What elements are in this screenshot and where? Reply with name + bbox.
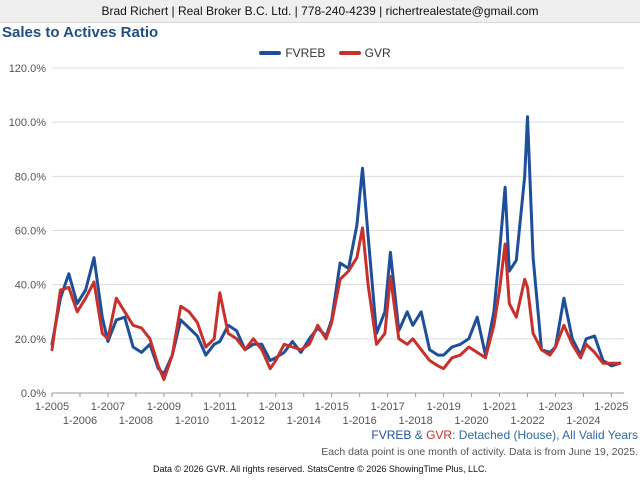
x-tick-label: 1-2011 [203,401,236,413]
y-tick-label: 80.0% [15,171,46,183]
x-tick-label: 1-2005 [35,401,69,413]
legend-label-fvreb: FVREB [285,45,326,60]
subtitle-fvreb: FVREB [371,428,412,442]
subtitle-amp: & [411,428,427,442]
copyright-footer: Data © 2026 GVR. All rights reserved. St… [152,464,488,474]
x-tick-label: 1-2013 [259,401,293,413]
x-tick-label: 1-2006 [63,415,97,427]
x-tick-label: 1-2009 [147,401,181,413]
x-tick-label: 1-2021 [482,401,516,413]
x-tick-label: 1-2025 [594,401,628,413]
y-tick-label: 20.0% [15,334,46,346]
x-tick-label: 1-2020 [454,415,488,427]
x-tick-label: 1-2019 [426,401,460,413]
x-tick-label: 1-2010 [175,415,209,427]
data-note: Each data point is one month of activity… [321,446,638,458]
x-tick-label: 1-2024 [566,415,600,427]
subtitle-rest: : Detached (House), All Valid Years [452,428,638,442]
x-tick-label: 1-2016 [343,415,377,427]
legend-swatch-fvreb [259,50,282,55]
x-tick-label: 1-2015 [315,401,349,413]
legend: FVREB GVR [0,45,640,60]
x-tick-label: 1-2018 [398,415,432,427]
x-tick-label: 1-2008 [119,415,153,427]
y-axis-tick-labels: 0.0% 20.0% 40.0% 60.0% 80.0% 100.0% 120.0% [9,63,47,400]
x-tick-label: 1-2014 [287,415,321,427]
x-tick-label: 1-2017 [371,401,405,413]
y-tick-label: 0.0% [21,388,46,400]
series-line-gvr [50,226,622,381]
y-tick-label: 100.0% [9,117,47,129]
legend-label-gvr: GVR [364,45,391,60]
chart-subtitle: FVREB & GVR: Detached (House), All Valid… [371,428,638,442]
contact-header: Brad Richert | Real Broker B.C. Ltd. | 7… [0,0,640,23]
x-tick-label: 1-2012 [231,415,265,427]
y-tick-label: 120.0% [9,63,47,75]
series-lines [50,115,622,381]
x-tick-label: 1-2023 [538,401,572,413]
y-tick-label: 40.0% [15,280,46,292]
x-tick-label: 1-2022 [510,415,544,427]
x-axis: 1-2005 1-2006 1-2007 1-2008 1-2009 1-2010 1-20… [35,392,629,427]
subtitle-gvr: GVR [426,428,453,442]
legend-swatch-gvr [338,50,361,55]
x-tick-label: 1-2007 [91,401,125,413]
y-tick-label: 60.0% [15,226,46,238]
chart-title: Sales to Actives Ratio [2,24,159,41]
